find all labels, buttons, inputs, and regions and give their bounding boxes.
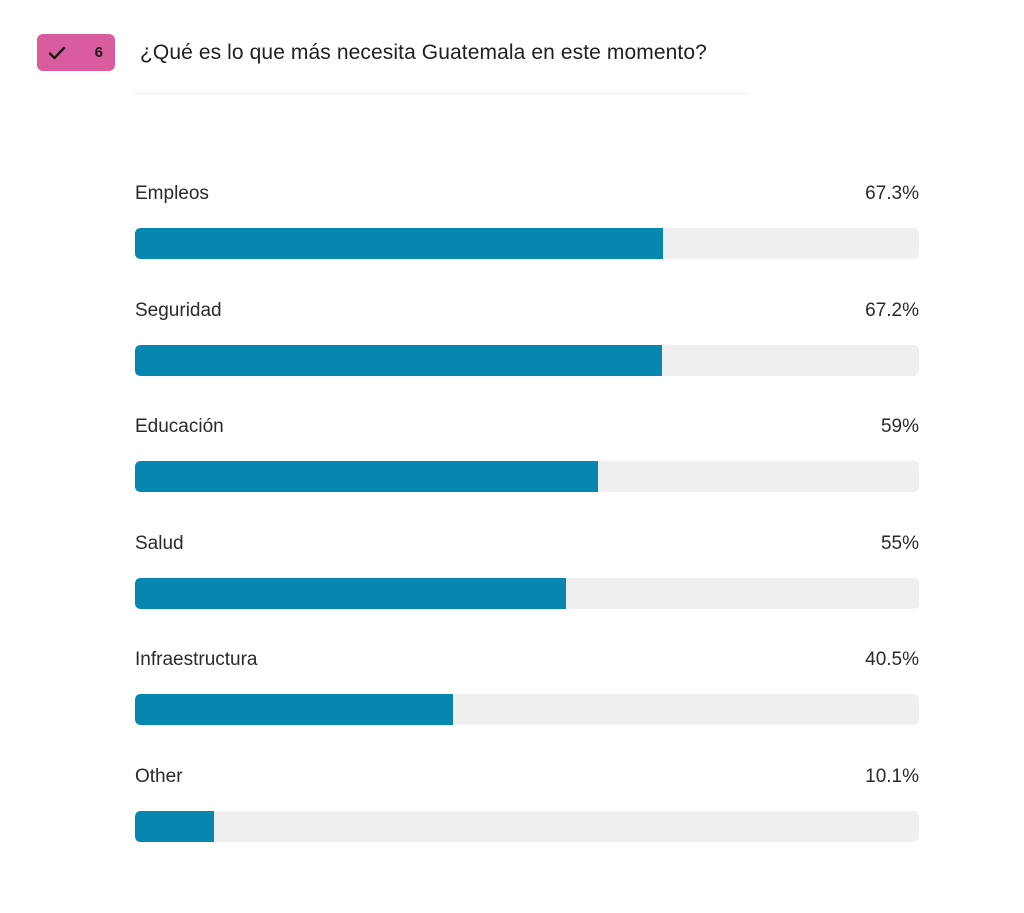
chart-row: Seguridad 67.2% xyxy=(135,297,919,414)
category-label: Seguridad xyxy=(135,299,222,321)
question-header: 6 ¿Qué es lo que más necesita Guatemala … xyxy=(37,34,707,71)
value-label: 59% xyxy=(880,416,919,437)
value-label: 67.2% xyxy=(865,299,919,321)
answered-badge[interactable]: 6 xyxy=(37,34,115,71)
bar-track xyxy=(135,577,919,609)
bar xyxy=(135,461,598,492)
check-icon xyxy=(48,46,66,60)
chart-row: Salud 55% xyxy=(135,530,919,647)
bar xyxy=(135,694,453,725)
category-label: Infraestructura xyxy=(135,649,258,670)
bar-track xyxy=(135,344,919,376)
bar-track xyxy=(135,694,919,725)
chart-row: Educación 59% xyxy=(135,413,919,530)
bar-track xyxy=(135,228,919,259)
value-label: 10.1% xyxy=(865,765,919,787)
category-label: Salud xyxy=(135,532,184,554)
question-title: ¿Qué es lo que más necesita Guatemala en… xyxy=(140,40,707,64)
bar xyxy=(135,810,215,842)
bar xyxy=(135,344,662,376)
bar xyxy=(135,228,663,259)
badge-count: 6 xyxy=(94,44,103,61)
bar-track xyxy=(135,810,919,842)
chart-row: Other 10.1% xyxy=(135,763,919,880)
value-label: 40.5% xyxy=(865,649,919,670)
chart-row: Infraestructura 40.5% xyxy=(135,646,919,763)
bar xyxy=(135,577,567,609)
category-label: Other xyxy=(135,765,183,787)
bar-chart: Empleos 67.3% Seguridad 67.2% Educación 59% Sa… xyxy=(135,180,919,879)
category-label: Educación xyxy=(135,416,224,437)
category-label: Empleos xyxy=(135,183,209,204)
value-label: 55% xyxy=(880,532,919,554)
chart-row: Empleos 67.3% xyxy=(135,180,919,297)
divider xyxy=(135,93,747,96)
bar-track xyxy=(135,461,919,492)
value-label: 67.3% xyxy=(865,183,919,204)
